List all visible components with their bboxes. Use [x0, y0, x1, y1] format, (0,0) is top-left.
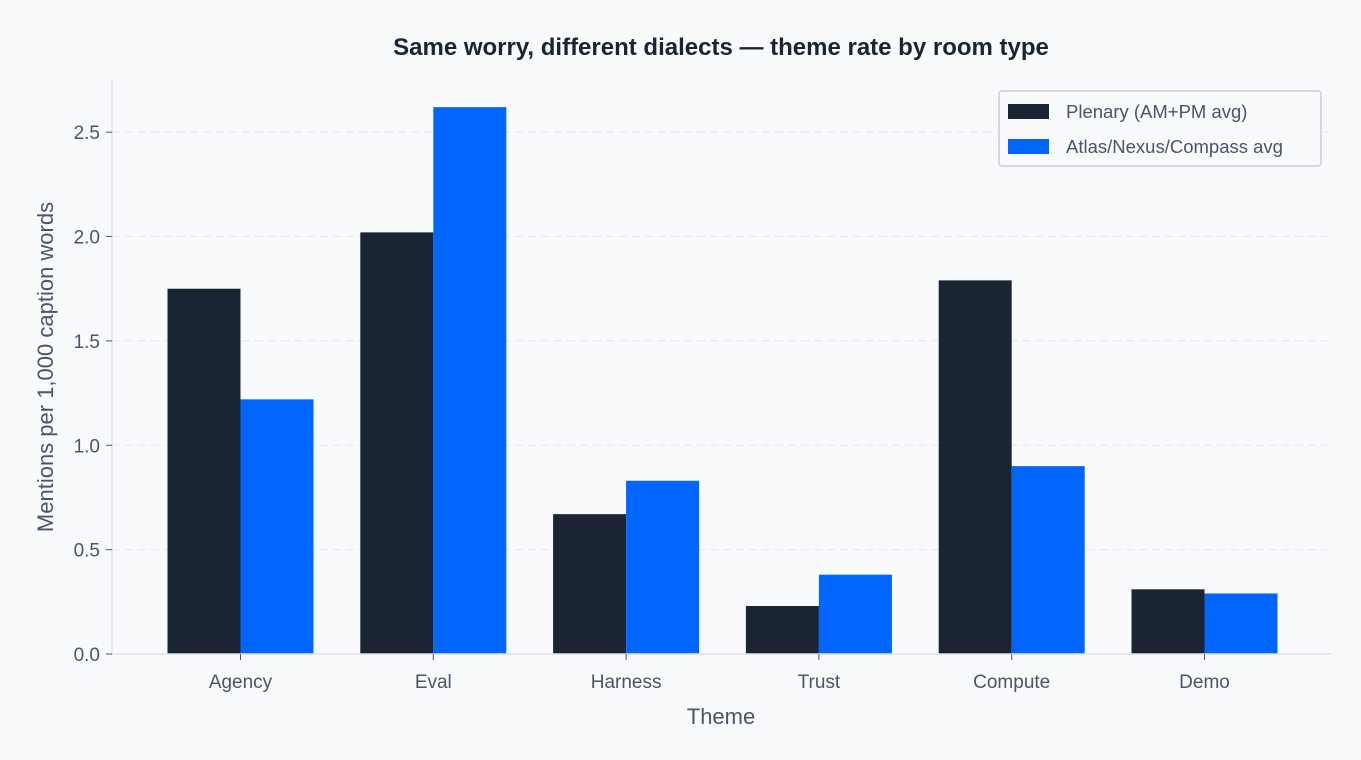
x-tick-label: Agency [209, 672, 273, 693]
bar-agency-series-1 [240, 399, 314, 654]
bar-demo-series-1 [1204, 593, 1278, 654]
x-tick-label: Demo [1179, 672, 1230, 693]
legend-box [998, 90, 1322, 167]
bar-harness-series-1 [626, 480, 700, 654]
y-tick-label: 0.5 [74, 541, 100, 562]
bars [167, 107, 1278, 655]
x-tick-label: Eval [415, 672, 452, 693]
bar-compute-series-0 [938, 280, 1012, 654]
chart-title: Same worry, different dialects — theme r… [393, 34, 1049, 61]
y-tick-label: 2.0 [74, 228, 100, 249]
x-axis-label: Theme [687, 704, 755, 729]
bar-agency-series-0 [167, 288, 241, 654]
x-ticks: Agency Eval Harness Trust Compute Demo [209, 654, 1230, 693]
y-axis-label: Mentions per 1,000 caption words [33, 202, 58, 532]
x-tick-label: Trust [798, 672, 841, 693]
x-tick-label: Compute [973, 672, 1050, 693]
legend-label-plenary: Plenary (AM+PM avg) [1066, 101, 1247, 122]
axes [111, 80, 1331, 655]
bar-trust-series-0 [745, 605, 819, 654]
y-tick-label: 1.0 [74, 436, 100, 457]
legend: Plenary (AM+PM avg) Atlas/Nexus/Compass … [998, 90, 1322, 167]
y-tick-label: 0.0 [74, 645, 100, 666]
y-tick-label: 1.5 [74, 332, 100, 353]
bar-eval-series-0 [360, 232, 434, 654]
bar-demo-series-0 [1131, 589, 1205, 654]
bar-compute-series-1 [1011, 466, 1085, 654]
x-tick-label: Harness [591, 672, 662, 693]
legend-swatch-rooms [1008, 139, 1049, 154]
bar-harness-series-0 [553, 514, 627, 654]
bar-trust-series-1 [818, 574, 892, 654]
y-ticks: 0.0 0.5 1.0 1.5 2.0 2.5 [74, 123, 112, 666]
legend-swatch-plenary [1008, 104, 1049, 119]
legend-label-rooms: Atlas/Nexus/Compass avg [1066, 136, 1283, 157]
bar-eval-series-1 [433, 107, 507, 655]
y-tick-label: 2.5 [74, 123, 100, 144]
